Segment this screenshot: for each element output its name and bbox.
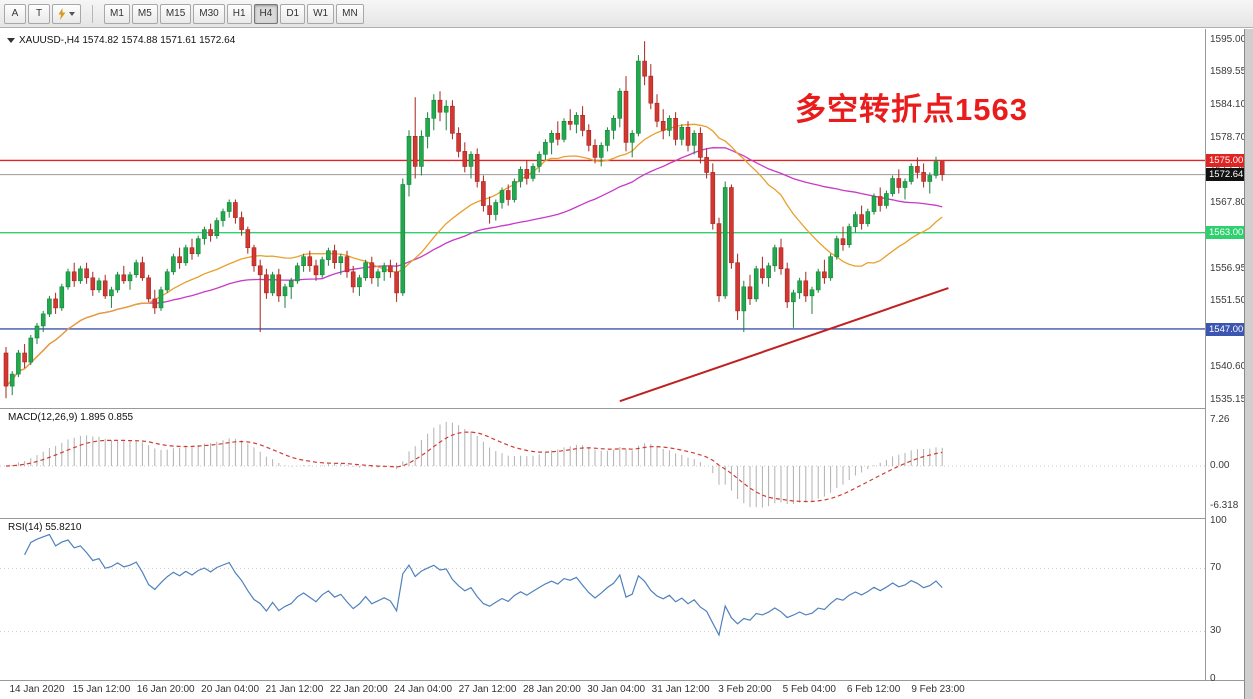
- macd-axis-label: 0.00: [1210, 459, 1230, 471]
- price-level-badge: 1563.00: [1206, 226, 1244, 240]
- price-level-badge: 1547.00: [1206, 322, 1244, 336]
- price-tick-label: 1556.95: [1210, 262, 1247, 274]
- time-axis-label: 30 Jan 04:00: [587, 684, 646, 695]
- time-axis-label: 24 Jan 04:00: [394, 684, 453, 695]
- rsi-axis-label: 30: [1210, 625, 1222, 637]
- toolbar: A T M1 M5 M15 M30 H1 H4 D1 W1 MN: [0, 0, 1253, 28]
- chart-symbol-header: XAUUSD-,H4 1574.82 1574.88 1571.61 1572.…: [7, 35, 235, 46]
- rsi-line: [24, 533, 943, 637]
- rsi-axis-label: 100: [1210, 514, 1227, 526]
- triangle-down-icon: [7, 38, 15, 43]
- rsi-axis-label: 70: [1210, 561, 1222, 573]
- timeframe-button-h1[interactable]: H1: [226, 3, 252, 24]
- lightning-icon: [58, 7, 66, 20]
- ma-slow-line: [5, 147, 943, 387]
- price-tick-label: 1584.10: [1210, 99, 1247, 111]
- price-tick-label: 1551.50: [1210, 295, 1247, 307]
- time-axis-label: 6 Feb 12:00: [846, 684, 901, 695]
- price-tick-label: 1567.80: [1210, 197, 1247, 209]
- macd-histogram-layer: [11, 421, 943, 508]
- time-axis-label: 22 Jan 20:00: [329, 684, 388, 695]
- time-axis-label: 28 Jan 20:00: [522, 684, 581, 695]
- time-axis-label: 9 Feb 23:00: [911, 684, 965, 695]
- macd-label: MACD(12,26,9) 1.895 0.855: [8, 412, 134, 423]
- price-tick-label: 1578.70: [1210, 131, 1247, 143]
- time-axis-label: 15 Jan 12:00: [72, 684, 131, 695]
- rsi-axis-label: 0: [1210, 672, 1216, 684]
- quick-menu-button[interactable]: [52, 3, 81, 24]
- text-tool-button[interactable]: T: [28, 3, 50, 24]
- timeframe-button-m15[interactable]: M15: [159, 3, 192, 24]
- timeframe-button-m1[interactable]: M1: [104, 3, 130, 24]
- timeframe-button-h4[interactable]: H4: [253, 3, 279, 24]
- timeframe-button-w1[interactable]: W1: [307, 3, 335, 24]
- price-tick-label: 1595.00: [1210, 33, 1247, 45]
- time-axis-label: 27 Jan 12:00: [458, 684, 517, 695]
- time-axis[interactable]: 14 Jan 2020 15 Jan 12:00 16 Jan 20:00 20 Ja…: [0, 681, 1244, 699]
- macd-signal-line: [5, 431, 943, 503]
- price-axis[interactable]: 1595.001589.551584.101578.701573.251567.…: [1206, 29, 1247, 684]
- time-axis-label: 31 Jan 12:00: [651, 684, 710, 695]
- time-axis-label: 3 Feb 20:00: [718, 684, 772, 695]
- time-axis-label: 5 Feb 04:00: [782, 684, 836, 695]
- price-tick-label: 1540.60: [1210, 361, 1247, 372]
- timeframe-button-m30[interactable]: M30: [193, 3, 225, 24]
- time-axis-label: 14 Jan 2020: [9, 684, 65, 695]
- timeframe-button-m5[interactable]: M5: [131, 3, 158, 24]
- timeframe-button-d1[interactable]: D1: [280, 3, 306, 24]
- macd-axis-label: -6.318: [1210, 499, 1239, 511]
- timeframe-button-mn[interactable]: MN: [336, 3, 364, 24]
- chart-annotation: 多空转折点1563: [795, 92, 1028, 127]
- time-axis-label: 21 Jan 12:00: [265, 684, 324, 695]
- rsi-label: RSI(14) 55.8210: [8, 522, 82, 533]
- timeframe-buttons: M1 M5 M15 M30 H1 H4 D1 W1 MN: [104, 3, 364, 24]
- candlestick-layer: [3, 41, 945, 399]
- macd-axis-label: 7.26: [1210, 413, 1230, 425]
- price-level-badge: 1575.00: [1206, 153, 1244, 167]
- current-price-badge: 1572.64: [1206, 168, 1244, 182]
- trendline: [619, 287, 949, 403]
- caret-down-icon: [69, 11, 75, 16]
- time-axis-label: 20 Jan 04:00: [201, 684, 260, 695]
- arrow-tool-button[interactable]: A: [4, 3, 26, 24]
- toolbar-separator: [92, 4, 93, 23]
- symbol-ohlc-text: XAUUSD-,H4 1574.82 1574.88 1571.61 1572.…: [19, 35, 236, 46]
- ma-fast-line: [5, 123, 943, 387]
- right-border-strip: [1244, 29, 1253, 699]
- price-tick-label: 1589.55: [1210, 66, 1247, 78]
- price-tick-label: 1535.15: [1210, 393, 1247, 405]
- time-axis-label: 16 Jan 20:00: [136, 684, 195, 695]
